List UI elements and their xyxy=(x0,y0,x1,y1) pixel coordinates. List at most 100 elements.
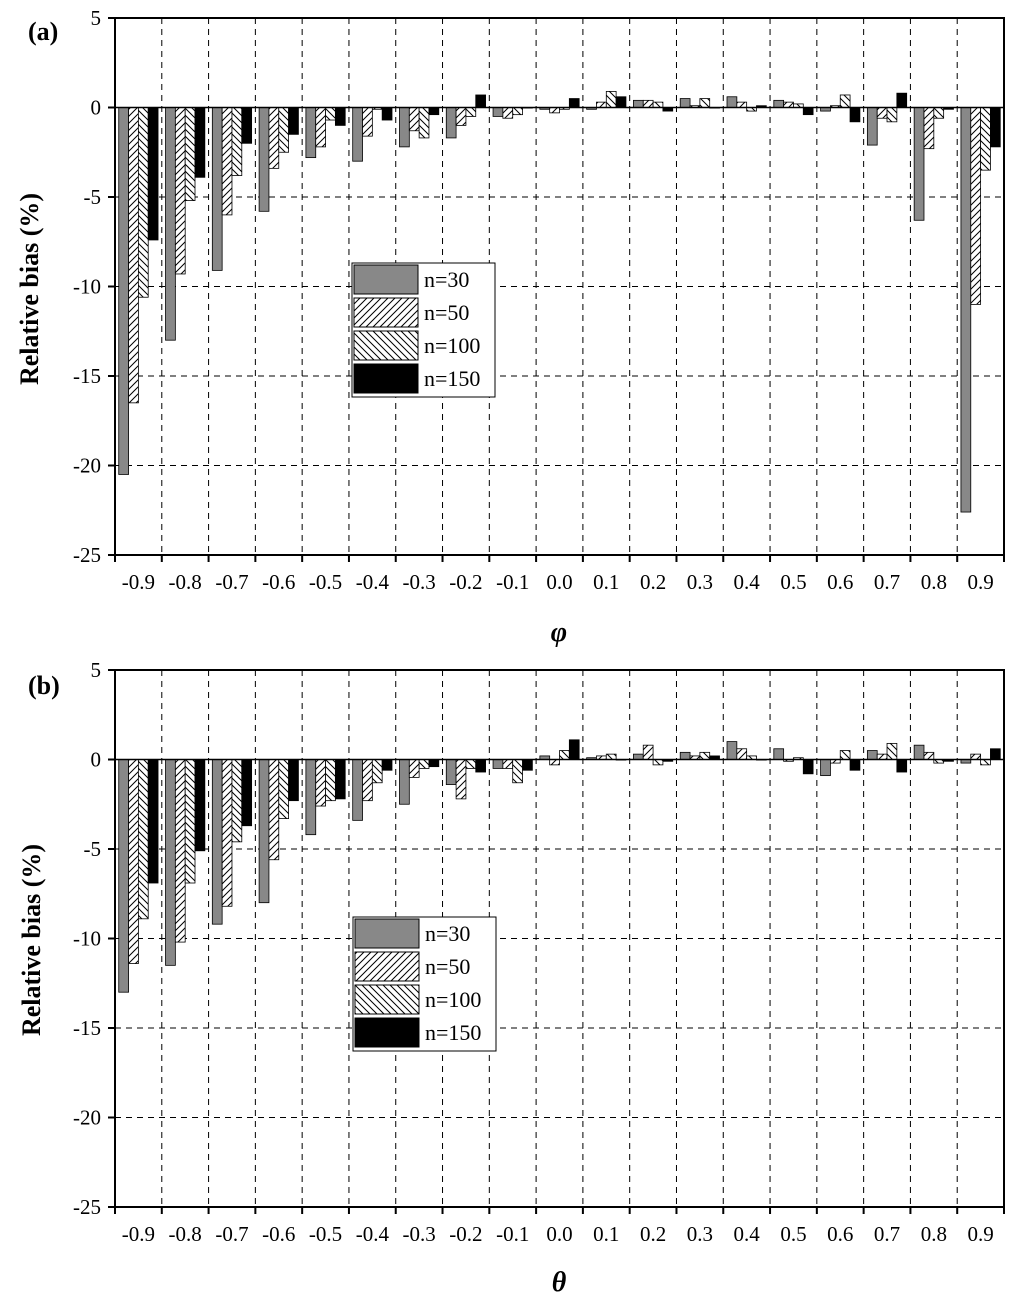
bar xyxy=(147,759,159,884)
bar xyxy=(876,753,888,760)
bar xyxy=(211,107,223,271)
x-tick-label: -0.3 xyxy=(403,570,436,594)
x-tick-label: 0.4 xyxy=(734,1222,761,1246)
legend-label: n=100 xyxy=(424,333,480,358)
bar xyxy=(194,759,206,852)
bar xyxy=(549,759,560,766)
bar xyxy=(559,750,570,760)
bar xyxy=(128,759,139,964)
bar xyxy=(258,107,270,212)
x-tick-label: 0.7 xyxy=(874,1222,900,1246)
bar xyxy=(371,759,383,784)
bar xyxy=(184,107,196,201)
legend-label: n=50 xyxy=(425,954,470,979)
bar xyxy=(362,759,373,802)
x-tick-label: 0.8 xyxy=(921,570,947,594)
bar xyxy=(428,759,440,768)
bar xyxy=(699,751,711,760)
bar xyxy=(923,107,935,150)
legend-swatch xyxy=(353,297,419,328)
bar xyxy=(839,94,851,108)
panel-label: (b) xyxy=(28,671,60,700)
bar xyxy=(933,107,945,119)
bar xyxy=(652,759,664,766)
bar xyxy=(512,107,523,116)
bar xyxy=(268,107,280,169)
x-tick-label: 0.0 xyxy=(546,1222,572,1246)
chart-panel-b: (b) 5 0 -5 -10 -15 -20 -25 -0.9 -0.8 -0.7 -0.6 -0.5… xyxy=(17,658,1005,1298)
bar xyxy=(278,107,289,153)
x-tick-label: 0.3 xyxy=(687,1222,713,1246)
bar xyxy=(652,101,664,108)
x-tick-label: 0.5 xyxy=(780,570,806,594)
bar xyxy=(288,107,299,135)
legend: n=30 n=50 n=100 n=150 xyxy=(352,916,497,1052)
y-tick-label: -25 xyxy=(73,543,101,567)
bar xyxy=(165,107,176,341)
bar xyxy=(221,759,233,907)
bar xyxy=(305,759,317,836)
bar xyxy=(802,107,814,116)
bar xyxy=(913,744,925,760)
axes: 5 0 -5 -10 -15 -20 -25 -0.9 -0.8 -0.7 -0.6 -0.5 -0.4… xyxy=(73,6,1005,594)
bar xyxy=(465,107,477,117)
bars xyxy=(118,739,1001,993)
x-tick-label: -0.7 xyxy=(215,570,248,594)
bar xyxy=(147,107,159,241)
bar xyxy=(268,759,280,861)
bar xyxy=(970,107,982,305)
x-tick-label: -0.5 xyxy=(309,1222,342,1246)
bar xyxy=(258,759,270,904)
bar xyxy=(726,741,738,760)
bar xyxy=(381,107,393,121)
bar xyxy=(399,107,410,148)
x-tick-label: 0.2 xyxy=(640,570,666,594)
bar xyxy=(896,759,908,773)
bar xyxy=(802,759,814,775)
bar xyxy=(241,107,253,144)
bar xyxy=(923,751,935,760)
bar xyxy=(568,98,580,108)
y-tick-label: -25 xyxy=(73,1195,101,1219)
bar xyxy=(241,759,253,827)
bar xyxy=(679,98,691,108)
x-tick-label: -0.1 xyxy=(496,1222,529,1246)
bar xyxy=(522,759,533,771)
x-tick-label: -0.6 xyxy=(262,1222,295,1246)
bar xyxy=(128,107,139,404)
bar xyxy=(736,101,748,108)
x-tick-label: 0.5 xyxy=(780,1222,806,1246)
x-tick-label: -0.4 xyxy=(356,1222,390,1246)
x-tick-label: -0.1 xyxy=(496,570,529,594)
bar xyxy=(465,759,477,769)
bar xyxy=(352,759,363,821)
x-tick-label: 0.6 xyxy=(827,1222,853,1246)
bar xyxy=(362,107,373,137)
y-tick-label: 0 xyxy=(91,96,102,120)
bar xyxy=(726,96,738,108)
bar xyxy=(615,96,627,108)
x-axis-title: φ xyxy=(551,617,567,648)
bar xyxy=(736,748,748,760)
bar xyxy=(118,759,129,993)
bar xyxy=(174,759,186,943)
bar xyxy=(568,739,580,760)
bar xyxy=(633,753,644,760)
bar xyxy=(118,107,129,475)
legend-swatch xyxy=(354,984,420,1015)
legend-swatch xyxy=(353,330,419,361)
x-tick-label: 0.9 xyxy=(967,570,993,594)
x-tick-label: -0.3 xyxy=(403,1222,436,1246)
bar xyxy=(418,107,430,139)
x-tick-label: 0.1 xyxy=(593,570,619,594)
legend-label: n=30 xyxy=(424,267,469,292)
bar xyxy=(773,748,785,760)
panel-label: (a) xyxy=(28,17,58,46)
x-tick-label: 0.1 xyxy=(593,1222,619,1246)
bar xyxy=(174,107,186,275)
y-tick-label: 5 xyxy=(91,6,102,30)
bar xyxy=(445,107,457,139)
bars xyxy=(118,90,1001,513)
bar xyxy=(820,759,831,777)
